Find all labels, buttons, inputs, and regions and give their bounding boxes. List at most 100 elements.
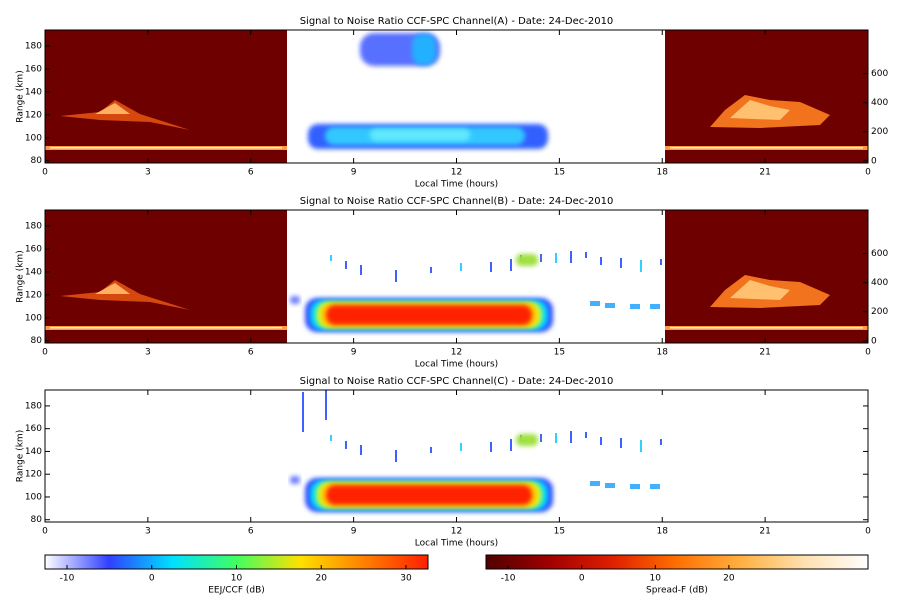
colorbar-tick-label: 10 <box>650 574 662 584</box>
x-tick-label: 6 <box>248 527 254 537</box>
x-tick-label: 15 <box>554 168 565 178</box>
snr-echo <box>590 481 600 486</box>
chart-title: Signal to Noise Ratio CCF-SPC Channel(C)… <box>300 376 614 387</box>
snr-echo <box>325 390 327 420</box>
snr-echo <box>345 261 347 269</box>
y2-tick-label: 200 <box>871 127 888 137</box>
spread-f-layer <box>60 100 190 130</box>
x-axis-label: Local Time (hours) <box>415 539 498 549</box>
snr-echo <box>510 439 512 451</box>
snr-echo <box>620 258 622 268</box>
x-axis-label: Local Time (hours) <box>415 360 498 370</box>
y2-tick-label: 400 <box>871 278 888 288</box>
x-tick-label: 0 <box>865 168 871 178</box>
snr-echo <box>585 252 587 258</box>
y-tick-label: 120 <box>25 110 42 120</box>
snr-echo <box>650 304 660 309</box>
spread-f-layer <box>95 283 130 294</box>
snr-echo <box>302 392 304 432</box>
spread-f-image <box>45 210 287 343</box>
spread-f-layer <box>95 103 130 114</box>
snr-echo <box>605 483 615 488</box>
snr-echo <box>620 438 622 448</box>
y2-tick-label: 400 <box>871 98 888 108</box>
spread-f-image <box>665 210 868 343</box>
snr-echo <box>510 259 512 271</box>
x-tick-label: 3 <box>145 168 151 178</box>
snr-echo <box>650 484 660 489</box>
spread-f-layer <box>670 327 863 329</box>
spread-f-layer <box>670 147 863 149</box>
y-tick-label: 80 <box>31 336 43 346</box>
snr-echo <box>516 434 538 446</box>
colorbar <box>485 554 869 570</box>
x-tick-label: 6 <box>248 168 254 178</box>
x-tick-label: 12 <box>451 348 462 358</box>
y-tick-label: 140 <box>25 447 42 457</box>
x-tick-label: 0 <box>42 527 48 537</box>
y2-tick-label: 600 <box>871 69 888 79</box>
snr-echo <box>605 303 615 308</box>
y-axis-label: Range (km) <box>16 70 26 122</box>
snr-echo <box>360 445 362 455</box>
y-tick-label: 120 <box>25 470 42 480</box>
y-tick-label: 80 <box>31 156 43 166</box>
snr-echo <box>600 257 602 265</box>
snr-echo <box>370 129 470 141</box>
snr-echo <box>640 260 642 272</box>
spread-f-layer <box>60 280 190 310</box>
x-tick-label: 0 <box>42 348 48 358</box>
snr-echo <box>570 251 572 263</box>
snr-echo <box>540 434 542 442</box>
y-tick-label: 100 <box>25 492 42 502</box>
snr-echo <box>430 267 432 273</box>
snr-echo <box>630 484 640 489</box>
x-tick-label: 15 <box>554 348 565 358</box>
colorbar-tick-label: -10 <box>501 574 516 584</box>
snr-echo <box>630 304 640 309</box>
snr-echo <box>570 431 572 443</box>
spread-f-layer <box>50 327 282 329</box>
heatmap-panel <box>44 389 869 523</box>
snr-echo <box>555 433 557 443</box>
y-tick-label: 100 <box>25 133 42 143</box>
colorbar-tick-label: 0 <box>579 574 585 584</box>
x-tick-label: 9 <box>351 348 357 358</box>
y-tick-label: 140 <box>25 87 42 97</box>
x-tick-label: 0 <box>865 527 871 537</box>
x-tick-label: 18 <box>657 168 669 178</box>
y2-tick-label: 0 <box>871 336 877 346</box>
snr-echo <box>590 301 600 306</box>
snr-echo <box>490 262 492 272</box>
x-tick-label: 15 <box>554 527 565 537</box>
snr-echo <box>395 270 397 282</box>
y-tick-label: 80 <box>31 515 43 525</box>
snr-echo <box>360 265 362 275</box>
snr-echo <box>412 34 436 65</box>
x-tick-label: 18 <box>657 348 669 358</box>
spread-f-image <box>665 30 868 163</box>
snr-echo <box>555 253 557 263</box>
spread-f-layer <box>730 280 790 300</box>
y-axis-label: Range (km) <box>16 250 26 302</box>
x-tick-label: 9 <box>351 527 357 537</box>
x-tick-label: 21 <box>759 168 770 178</box>
x-tick-label: 3 <box>145 348 151 358</box>
snr-echo <box>430 447 432 453</box>
snr-echo <box>330 255 332 261</box>
spread-f-image <box>45 30 287 163</box>
y-tick-label: 140 <box>25 267 42 277</box>
snr-echo <box>516 254 538 266</box>
y-tick-label: 120 <box>25 290 42 300</box>
x-tick-label: 12 <box>451 168 462 178</box>
heatmap-panel <box>44 29 869 164</box>
x-tick-label: 21 <box>759 348 770 358</box>
snr-echo <box>290 476 300 484</box>
snr-echo <box>290 296 300 304</box>
y-tick-label: 180 <box>25 42 42 52</box>
x-tick-label: 6 <box>248 348 254 358</box>
snr-echo <box>540 254 542 262</box>
colorbar-label: EEJ/CCF (dB) <box>208 586 265 596</box>
snr-echo <box>660 439 662 445</box>
